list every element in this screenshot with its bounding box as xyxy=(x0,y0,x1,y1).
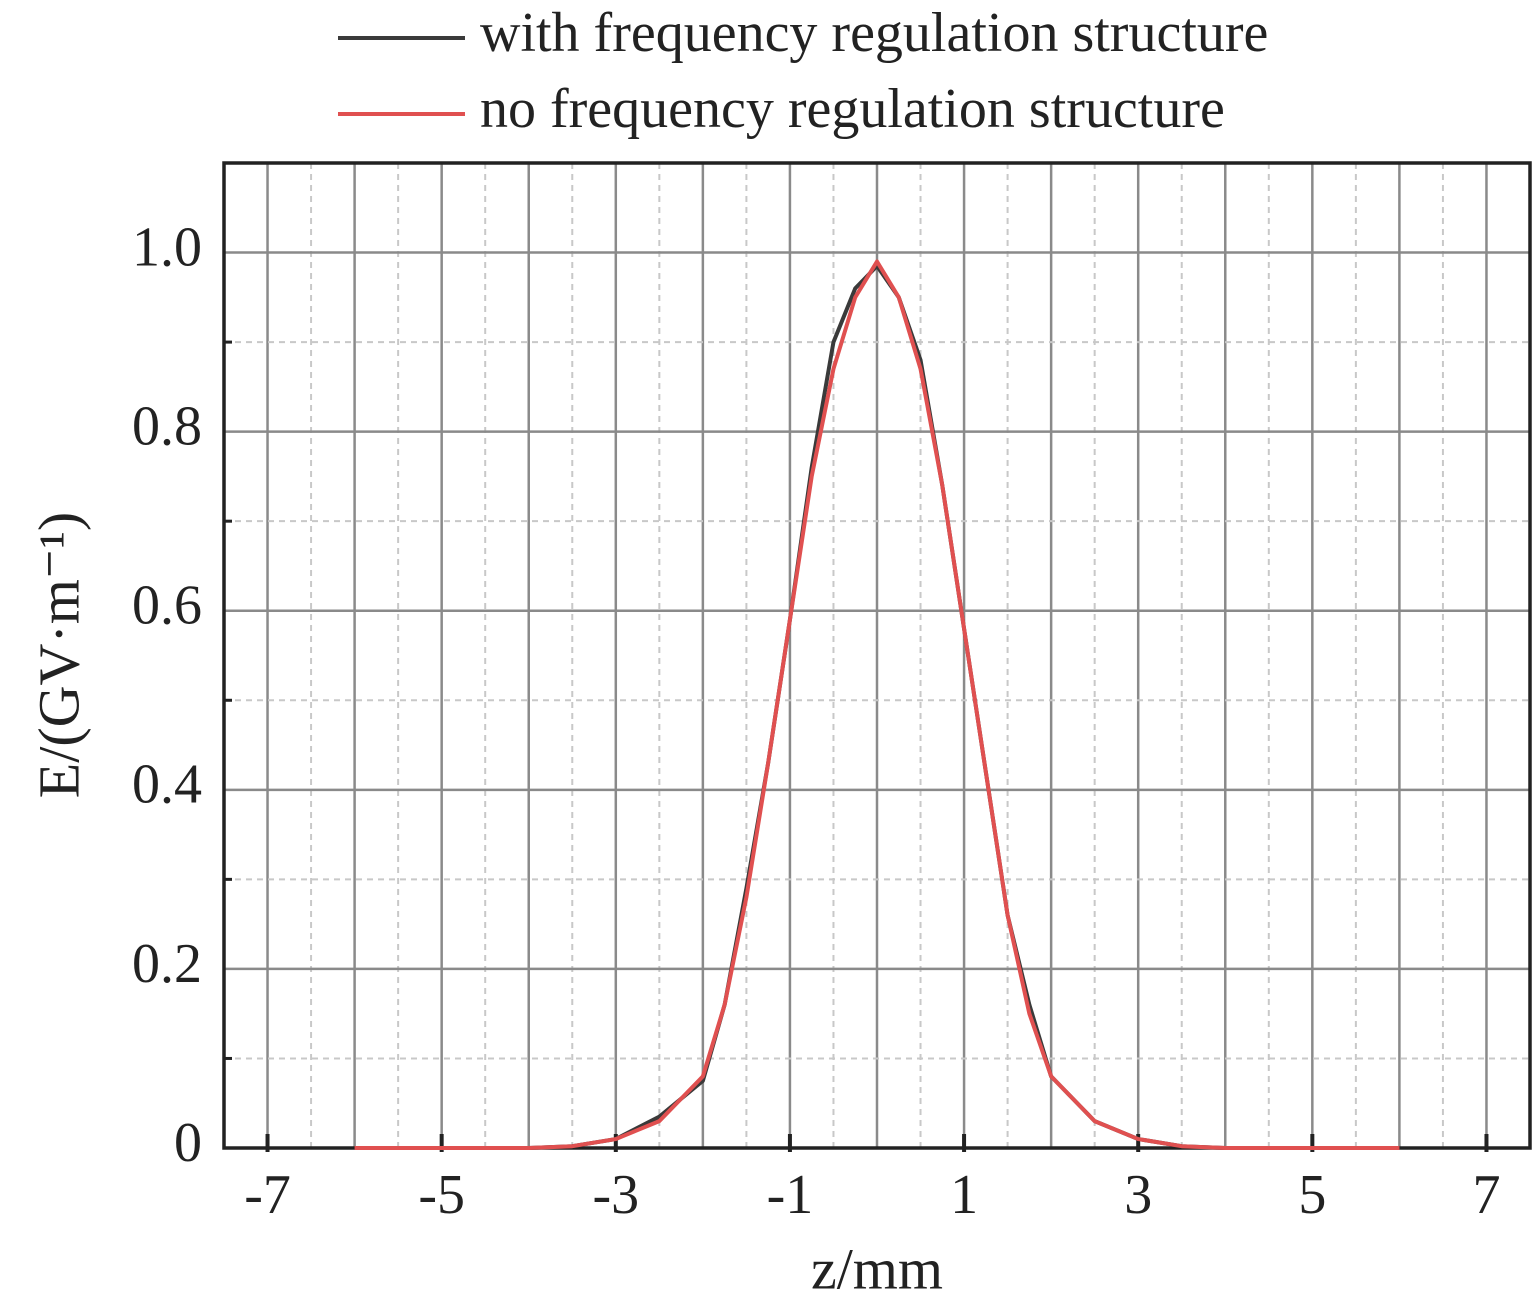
y-tick-label: 0.2 xyxy=(132,933,202,995)
legend-label: no frequency regulation structure xyxy=(480,78,1225,140)
y-tick-label: 0.6 xyxy=(132,575,202,637)
y-tick-label: 1.0 xyxy=(132,216,202,278)
x-tick-label: 5 xyxy=(1298,1164,1326,1226)
series-line xyxy=(354,259,1400,1150)
x-tick-label: 3 xyxy=(1124,1164,1152,1226)
y-tick-label: 0.4 xyxy=(132,754,202,816)
x-tick-label: -3 xyxy=(592,1164,639,1226)
x-axis-label: z/mm xyxy=(811,1236,943,1301)
x-tick-label: -1 xyxy=(767,1164,814,1226)
x-tick-label: -7 xyxy=(244,1164,291,1226)
x-tick-label: -5 xyxy=(418,1164,465,1226)
y-tick-label: 0 xyxy=(174,1112,202,1174)
y-tick-label: 0.8 xyxy=(132,395,202,457)
x-tick-label: 1 xyxy=(950,1164,978,1226)
legend-label: with frequency regulation structure xyxy=(480,2,1268,64)
plot-frame xyxy=(222,161,1532,1150)
y-axis-label: E/(GV·m⁻¹) xyxy=(26,512,91,798)
x-tick-label: 7 xyxy=(1472,1164,1500,1226)
